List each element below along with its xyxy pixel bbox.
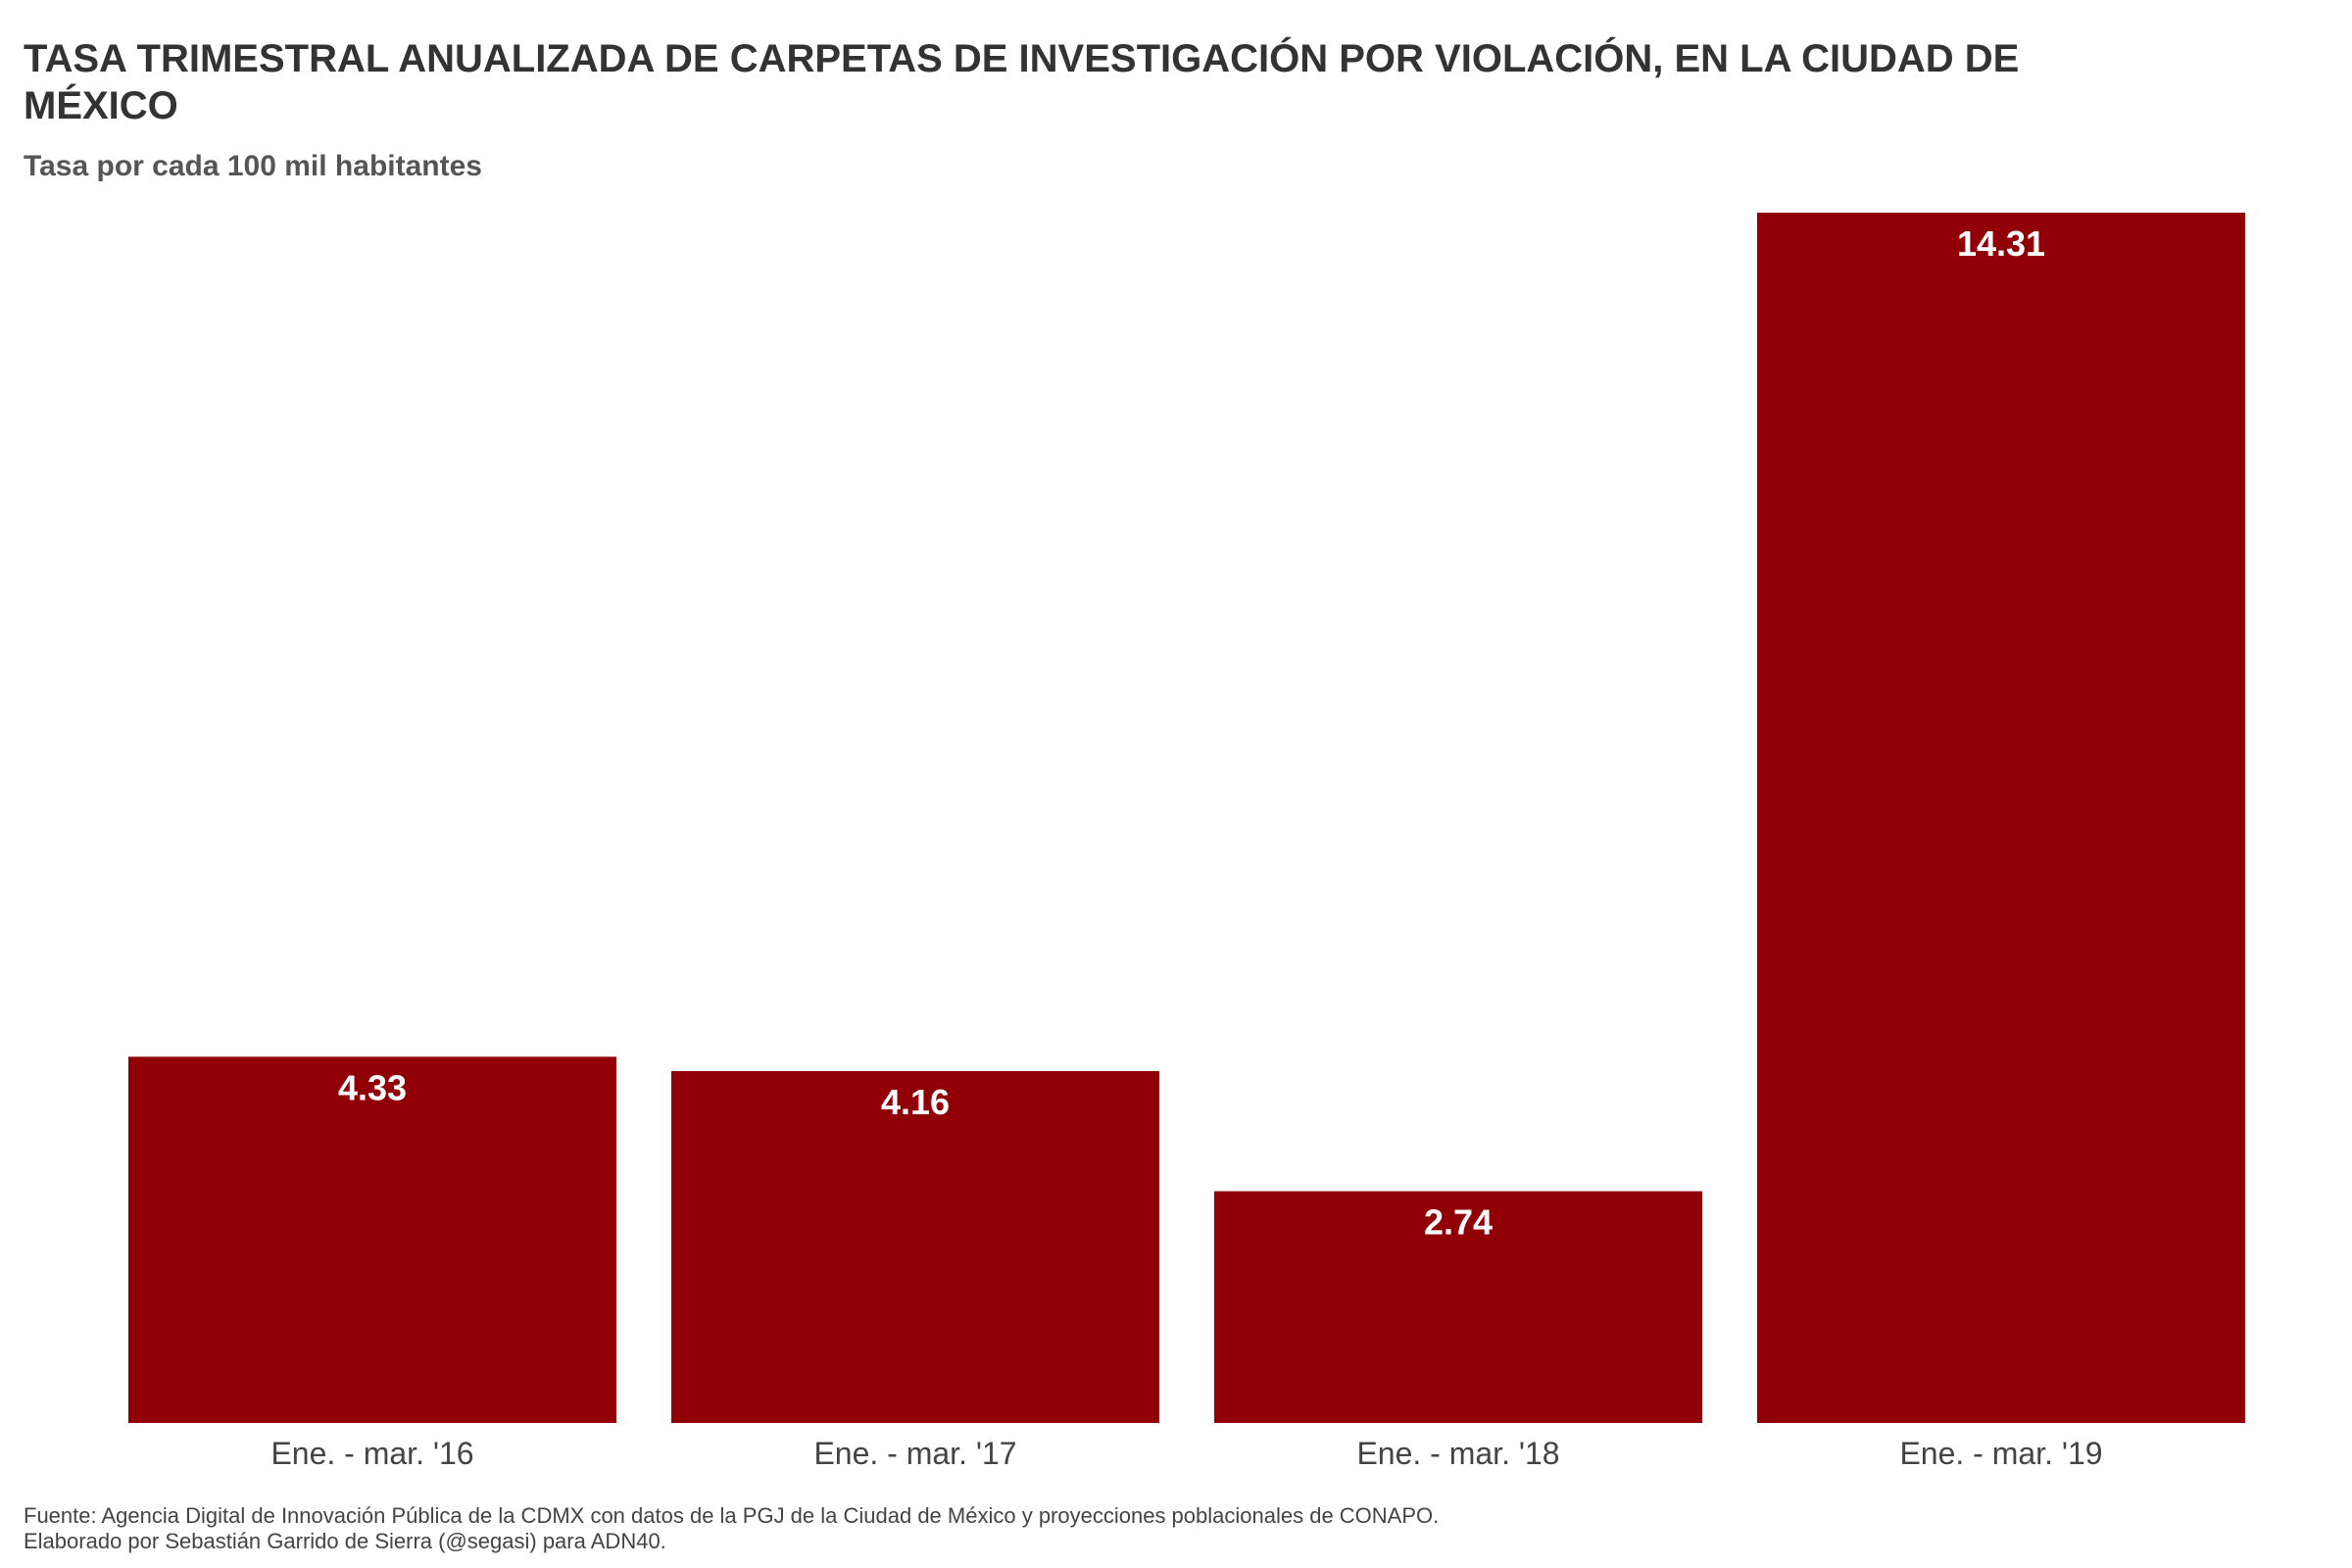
chart-title: TASA TRIMESTRAL ANUALIZADA DE CARPETAS D… [24, 37, 2020, 127]
chart-caption: Fuente: Agencia Digital de Innovación Pú… [24, 1503, 1439, 1554]
x-tick-label-4: Ene. - mar. '19 [1899, 1436, 2102, 1471]
bar-1 [128, 1056, 616, 1423]
chart-subtitle: Tasa por cada 100 mil habitantes [24, 150, 482, 182]
bar-value-label-1: 4.33 [338, 1067, 407, 1107]
bar-value-label-3: 2.74 [1424, 1202, 1493, 1243]
bar-value-label-4: 14.31 [1957, 223, 2045, 264]
caption-source: Fuente: Agencia Digital de Innovación Pú… [24, 1503, 1440, 1528]
x-tick-label-2: Ene. - mar. '17 [813, 1436, 1016, 1471]
x-tick-label-1: Ene. - mar. '16 [270, 1436, 473, 1471]
x-tick-label-3: Ene. - mar. '18 [1356, 1436, 1559, 1471]
bar-4 [1757, 213, 2245, 1423]
caption-author: Elaborado por Sebastián Garrido de Sierr… [24, 1529, 666, 1553]
bar-3 [1214, 1191, 1702, 1423]
bar-2 [671, 1070, 1159, 1423]
bar-value-label-2: 4.16 [881, 1082, 950, 1122]
